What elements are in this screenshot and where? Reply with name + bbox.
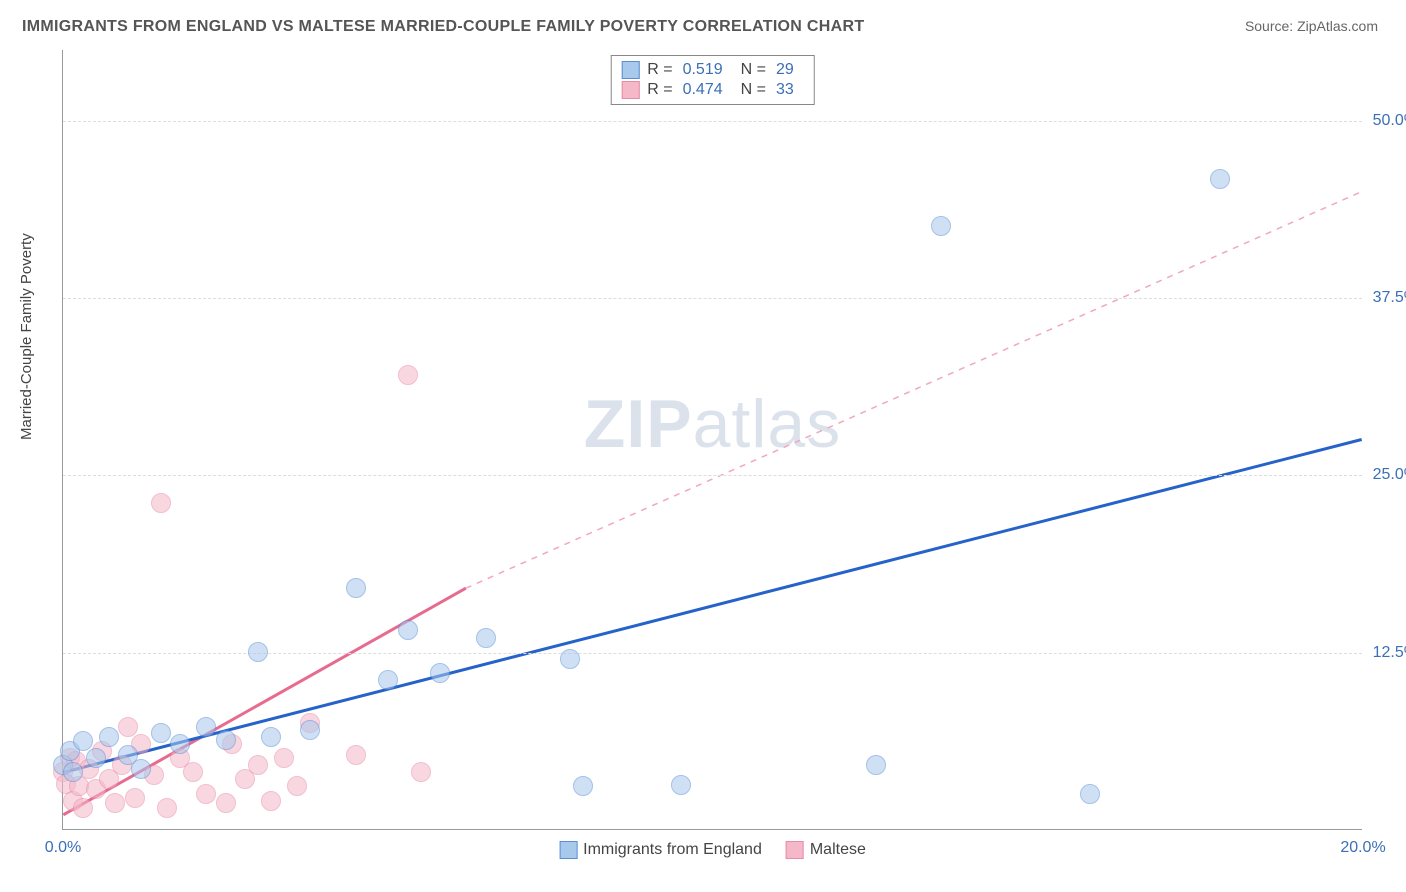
scatter-point bbox=[931, 216, 951, 236]
scatter-point bbox=[248, 755, 268, 775]
legend-label: Immigrants from England bbox=[583, 841, 762, 859]
scatter-point bbox=[86, 748, 106, 768]
scatter-point bbox=[261, 727, 281, 747]
y-tick-label: 25.0% bbox=[1373, 466, 1406, 484]
legend-series: Immigrants from England Maltese bbox=[559, 841, 866, 859]
legend-row: R =0.474N =33 bbox=[621, 80, 804, 100]
scatter-point bbox=[196, 717, 216, 737]
legend-item: Maltese bbox=[786, 841, 866, 859]
scatter-point bbox=[411, 762, 431, 782]
scatter-point bbox=[73, 731, 93, 751]
scatter-point bbox=[118, 717, 138, 737]
y-tick-label: 37.5% bbox=[1373, 289, 1406, 307]
legend-item: Immigrants from England bbox=[559, 841, 762, 859]
scatter-point bbox=[151, 493, 171, 513]
scatter-point bbox=[476, 628, 496, 648]
scatter-point bbox=[261, 791, 281, 811]
legend-swatch-icon bbox=[621, 61, 639, 79]
x-tick-label: 0.0% bbox=[45, 839, 81, 857]
trend-lines bbox=[63, 50, 1362, 829]
gridline bbox=[63, 121, 1362, 122]
scatter-point bbox=[287, 776, 307, 796]
gridline bbox=[63, 475, 1362, 476]
legend-swatch-icon bbox=[621, 81, 639, 99]
scatter-point bbox=[573, 776, 593, 796]
gridline bbox=[63, 298, 1362, 299]
scatter-point bbox=[300, 720, 320, 740]
scatter-point bbox=[378, 670, 398, 690]
source-label: Source: ZipAtlas.com bbox=[1245, 18, 1378, 34]
scatter-point bbox=[398, 365, 418, 385]
scatter-point bbox=[151, 723, 171, 743]
scatter-point bbox=[346, 745, 366, 765]
y-tick-label: 50.0% bbox=[1373, 112, 1406, 130]
scatter-point bbox=[430, 663, 450, 683]
y-tick-label: 12.5% bbox=[1373, 644, 1406, 662]
legend-label: Maltese bbox=[810, 841, 866, 859]
scatter-point bbox=[274, 748, 294, 768]
scatter-point bbox=[99, 727, 119, 747]
legend-swatch-icon bbox=[559, 841, 577, 859]
scatter-point bbox=[560, 649, 580, 669]
scatter-point bbox=[125, 788, 145, 808]
scatter-point bbox=[170, 734, 190, 754]
y-axis-title: Married-Couple Family Poverty bbox=[18, 233, 35, 440]
scatter-point bbox=[216, 730, 236, 750]
scatter-point bbox=[866, 755, 886, 775]
scatter-point bbox=[73, 798, 93, 818]
watermark: ZIPatlas bbox=[584, 385, 841, 463]
scatter-point bbox=[216, 793, 236, 813]
scatter-point bbox=[157, 798, 177, 818]
scatter-point bbox=[63, 762, 83, 782]
x-tick-label: 20.0% bbox=[1340, 839, 1385, 857]
legend-swatch-icon bbox=[786, 841, 804, 859]
scatter-point bbox=[346, 578, 366, 598]
chart-title: IMMIGRANTS FROM ENGLAND VS MALTESE MARRI… bbox=[22, 18, 864, 36]
scatter-point bbox=[398, 620, 418, 640]
scatter-point bbox=[131, 759, 151, 779]
scatter-point bbox=[671, 775, 691, 795]
legend-correlation: R =0.519N =29R =0.474N =33 bbox=[610, 55, 815, 105]
scatter-point bbox=[248, 642, 268, 662]
scatter-point bbox=[1080, 784, 1100, 804]
plot-area: ZIPatlas R =0.519N =29R =0.474N =33 Immi… bbox=[62, 50, 1362, 830]
legend-row: R =0.519N =29 bbox=[621, 60, 804, 80]
scatter-point bbox=[105, 793, 125, 813]
scatter-point bbox=[183, 762, 203, 782]
scatter-point bbox=[196, 784, 216, 804]
scatter-point bbox=[1210, 169, 1230, 189]
